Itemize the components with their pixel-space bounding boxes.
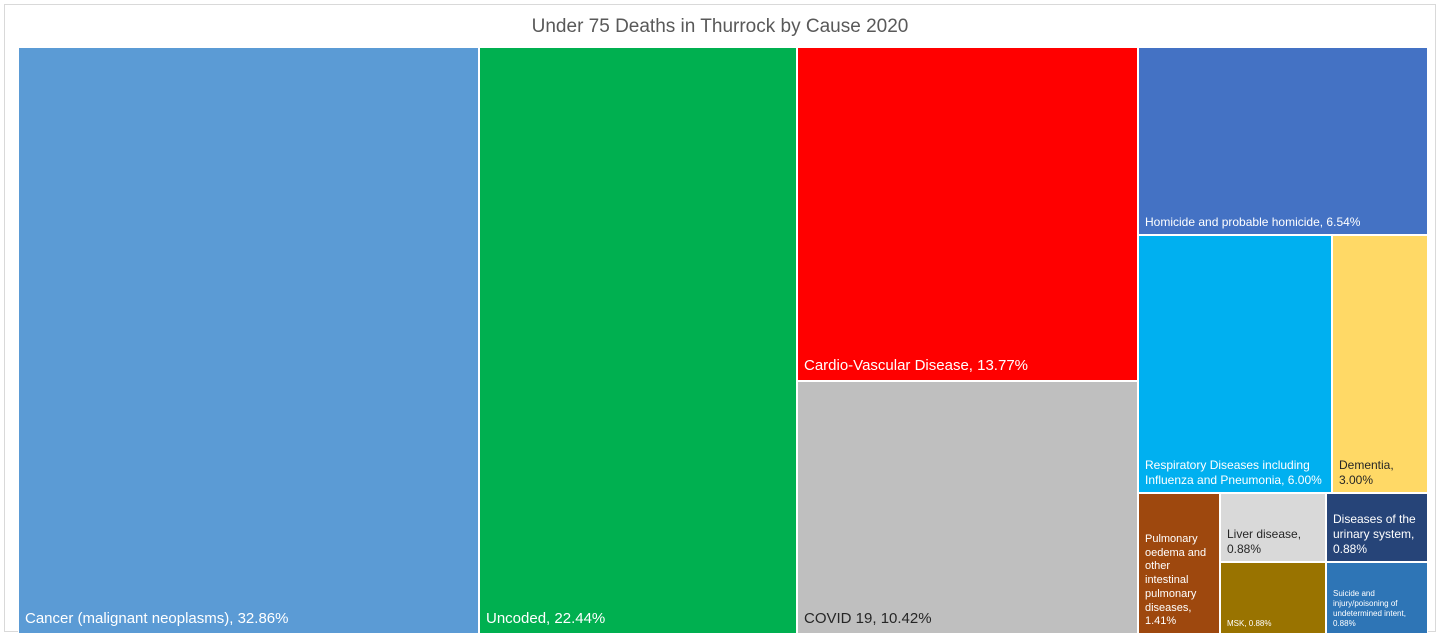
treemap-tile: Pulmonary oedema and other intestinal pu… (1138, 493, 1220, 634)
treemap-tile-label: Suicide and injury/poisoning of undeterm… (1333, 589, 1406, 628)
treemap-tile: Homicide and probable homicide, 6.54% (1138, 47, 1428, 235)
treemap-tile: Liver disease, 0.88% (1220, 493, 1326, 562)
treemap-tile: Respiratory Diseases including Influenza… (1138, 235, 1332, 493)
treemap-tile-label: Liver disease, 0.88% (1227, 527, 1302, 556)
treemap-tile-label: Cardio-Vascular Disease, 13.77% (804, 357, 1028, 375)
treemap-tile: COVID 19, 10.42% (797, 381, 1138, 634)
treemap-tile-label: Diseases of the urinary system, 0.88% (1333, 512, 1416, 556)
treemap-tile-label: Dementia, 3.00% (1339, 458, 1394, 487)
treemap-tile-label: Respiratory Diseases including Influenza… (1145, 458, 1322, 487)
treemap-tile-label: Cancer (malignant neoplasms), 32.86% (25, 610, 289, 628)
treemap-tile-label: Homicide and probable homicide, 6.54% (1145, 215, 1361, 229)
treemap-tile: Diseases of the urinary system, 0.88% (1326, 493, 1428, 562)
treemap-tile: Uncoded, 22.44% (479, 47, 797, 634)
treemap-tile: Suicide and injury/poisoning of undeterm… (1326, 562, 1428, 634)
treemap-tile-label: Uncoded, 22.44% (486, 610, 606, 628)
treemap-tile: Cardio-Vascular Disease, 13.77% (797, 47, 1138, 381)
chart-title: Under 75 Deaths in Thurrock by Cause 202… (531, 16, 909, 37)
treemap-tile: Dementia, 3.00% (1332, 235, 1428, 493)
treemap-tile-label: MSK, 0.88% (1227, 619, 1272, 628)
treemap-tile-label: COVID 19, 10.42% (804, 610, 932, 628)
treemap-tile: MSK, 0.88% (1220, 562, 1326, 634)
treemap-tile-label: Pulmonary oedema and other intestinal pu… (1145, 532, 1207, 628)
treemap-tile: Cancer (malignant neoplasms), 32.86% (18, 47, 479, 634)
